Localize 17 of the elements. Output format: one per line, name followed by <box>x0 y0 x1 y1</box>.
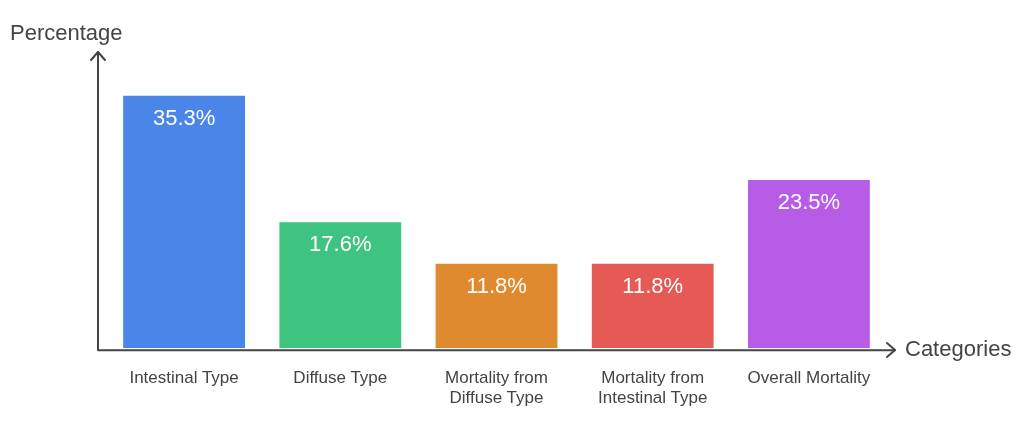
x-tick-label: Diffuse Type <box>293 368 388 388</box>
bar <box>279 222 402 349</box>
x-tick-label: Intestinal Type <box>129 368 239 388</box>
bar <box>591 263 714 349</box>
bar <box>435 263 558 349</box>
bar <box>123 95 246 349</box>
data-label: 11.8% <box>466 272 527 298</box>
x-tick-label: Overall Mortality <box>747 368 871 388</box>
bar <box>747 180 870 349</box>
x-tick-label: Mortality from Diffuse Type <box>445 368 548 408</box>
x-tick-label: Mortality from Intestinal Type <box>598 368 708 408</box>
data-label: 35.3% <box>152 104 216 130</box>
data-label: 23.5% <box>777 189 841 215</box>
y-axis-title: Percentage <box>10 20 123 46</box>
x-axis-title: Categories <box>905 336 1012 362</box>
data-label: 11.8% <box>622 272 684 298</box>
data-label: 17.6% <box>309 231 372 257</box>
